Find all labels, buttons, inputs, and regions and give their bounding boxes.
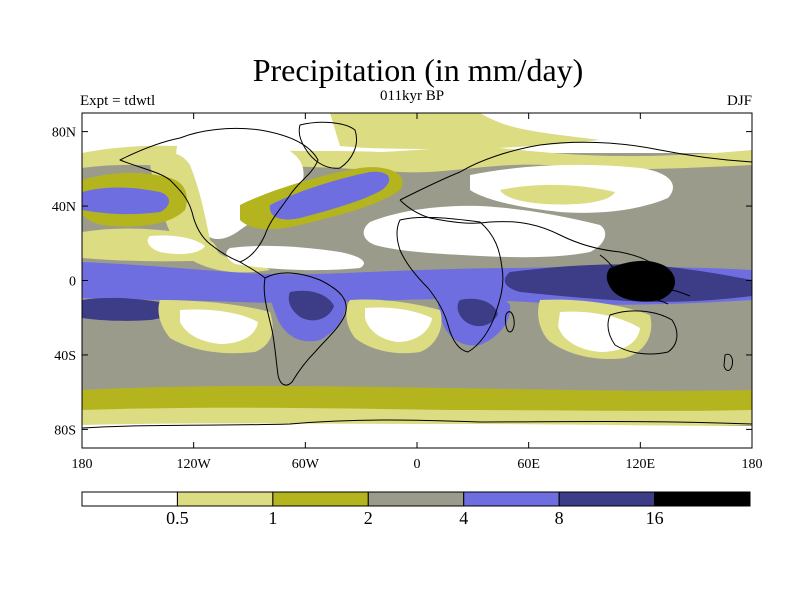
coast-antarctica	[82, 419, 752, 429]
field-south-pacific-dry	[180, 309, 258, 344]
field-eurasia-moist	[500, 184, 615, 205]
colorbar-label: 16	[646, 508, 664, 528]
colorbar-swatch	[558, 491, 656, 507]
colorbar-swatch	[81, 491, 178, 507]
colorbar-swatch	[654, 491, 751, 507]
y-tick-label: 40N	[52, 200, 76, 215]
coast-central-america	[239, 261, 266, 279]
coast-africa	[396, 216, 504, 353]
colorbar-label: 8	[555, 508, 564, 528]
y-tick-label: 40S	[54, 349, 76, 364]
colorbar-label: 1	[268, 508, 277, 528]
colorbar-label: 4	[459, 508, 468, 528]
field-australia-dry	[558, 311, 640, 352]
field-north-atlantic-wet	[269, 171, 390, 220]
field-amazon-core	[288, 290, 334, 321]
coast-greenland	[298, 121, 357, 169]
y-tick-label: 80N	[52, 126, 76, 141]
field-arctic-band	[330, 113, 600, 150]
coastlines	[82, 121, 752, 429]
precipitation-field	[82, 113, 752, 448]
field-sahara-dry	[363, 205, 606, 258]
field-maritime-continent-max	[606, 260, 676, 302]
colorbar-swatch	[176, 491, 274, 507]
x-tick-label: 0	[414, 457, 421, 472]
field-north-america-dry	[176, 134, 304, 240]
season-label: DJF	[726, 93, 752, 109]
colorbar-swatch	[367, 491, 465, 507]
axis-ticks: 180 120W 60W 0 60E 120E 180 80N 40N 0 40S 80S	[52, 113, 763, 472]
period-label: 011kyr BP	[380, 88, 445, 104]
colorbar-swatch	[463, 491, 560, 507]
colorbar: 0.5 1 2 4 8 16	[81, 491, 751, 528]
coast-north-america	[119, 127, 319, 263]
field-southern-africa-core	[457, 298, 498, 327]
x-tick-label: 120E	[626, 457, 656, 472]
y-tick-label: 0	[69, 275, 76, 290]
field-north-pacific-dry	[147, 235, 205, 254]
coast-south-america	[263, 272, 347, 386]
field-north-pacific-wet	[82, 187, 169, 215]
coast-new-zealand	[723, 353, 733, 371]
experiment-label: Expt = tdwtl	[80, 93, 156, 109]
field-south-atlantic-dry	[365, 307, 432, 342]
colorbar-label: 0.5	[166, 508, 189, 528]
x-tick-label: 180	[72, 457, 93, 472]
coast-australia	[607, 310, 678, 355]
field-atlantic-subtropical	[226, 245, 364, 271]
x-tick-label: 60W	[292, 457, 320, 472]
x-tick-label: 180	[742, 457, 763, 472]
coast-indochina-indonesia	[599, 254, 691, 305]
field-east-pacific-itcz	[82, 297, 172, 321]
x-tick-label: 120W	[177, 457, 212, 472]
field-antarctic-dry	[82, 423, 752, 448]
coast-madagascar	[504, 311, 515, 333]
colorbar-swatch	[272, 491, 369, 507]
colorbar-label: 2	[364, 508, 373, 528]
map-title: Precipitation (in mm/day)	[252, 52, 584, 88]
y-tick-label: 80S	[54, 423, 76, 438]
x-tick-label: 60E	[517, 457, 540, 472]
